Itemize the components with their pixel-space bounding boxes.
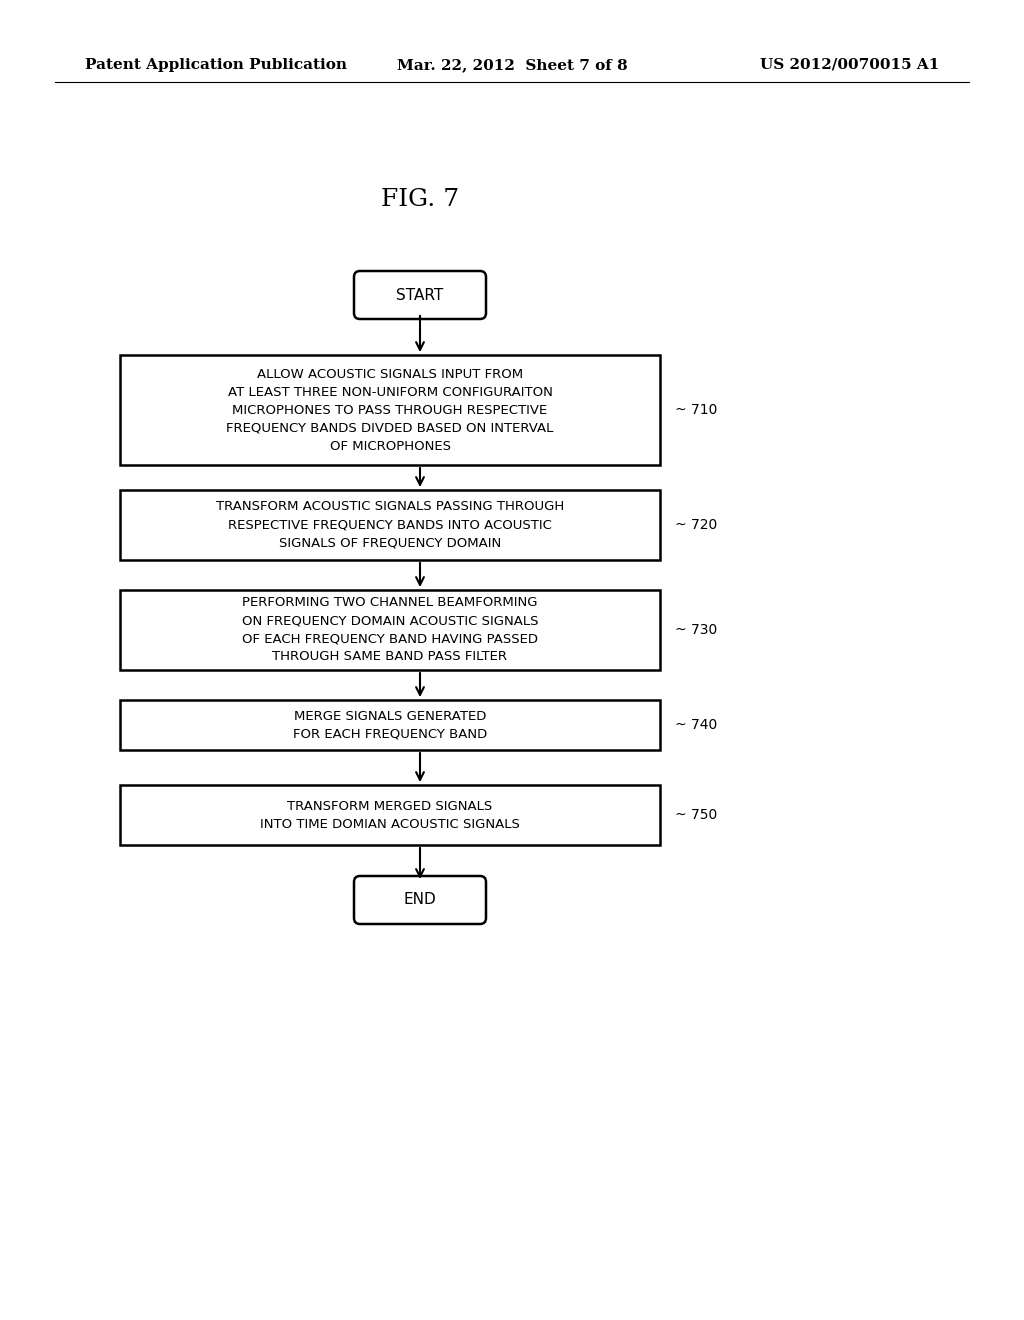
FancyBboxPatch shape (354, 876, 486, 924)
Text: Mar. 22, 2012  Sheet 7 of 8: Mar. 22, 2012 Sheet 7 of 8 (396, 58, 628, 73)
Text: ~ 740: ~ 740 (675, 718, 717, 733)
Text: PERFORMING TWO CHANNEL BEAMFORMING
ON FREQUENCY DOMAIN ACOUSTIC SIGNALS
OF EACH : PERFORMING TWO CHANNEL BEAMFORMING ON FR… (242, 597, 539, 664)
Text: TRANSFORM ACOUSTIC SIGNALS PASSING THROUGH
RESPECTIVE FREQUENCY BANDS INTO ACOUS: TRANSFORM ACOUSTIC SIGNALS PASSING THROU… (216, 500, 564, 549)
FancyBboxPatch shape (354, 271, 486, 319)
Text: Patent Application Publication: Patent Application Publication (85, 58, 347, 73)
Text: START: START (396, 288, 443, 302)
Bar (120, 490, 660, 560)
Text: ~ 750: ~ 750 (675, 808, 717, 822)
Text: TRANSFORM MERGED SIGNALS
INTO TIME DOMIAN ACOUSTIC SIGNALS: TRANSFORM MERGED SIGNALS INTO TIME DOMIA… (260, 800, 520, 830)
Text: ~ 720: ~ 720 (675, 517, 717, 532)
Text: ~ 730: ~ 730 (675, 623, 717, 638)
Text: MERGE SIGNALS GENERATED
FOR EACH FREQUENCY BAND: MERGE SIGNALS GENERATED FOR EACH FREQUEN… (293, 710, 487, 741)
Bar (120, 590, 660, 671)
Text: END: END (403, 892, 436, 908)
Bar (120, 700, 660, 750)
Bar (120, 785, 660, 845)
Text: ALLOW ACOUSTIC SIGNALS INPUT FROM
AT LEAST THREE NON-UNIFORM CONFIGURAITON
MICRO: ALLOW ACOUSTIC SIGNALS INPUT FROM AT LEA… (226, 367, 554, 453)
Text: US 2012/0070015 A1: US 2012/0070015 A1 (760, 58, 939, 73)
Text: FIG. 7: FIG. 7 (381, 189, 459, 211)
Text: ~ 710: ~ 710 (675, 403, 718, 417)
Bar (120, 355, 660, 465)
